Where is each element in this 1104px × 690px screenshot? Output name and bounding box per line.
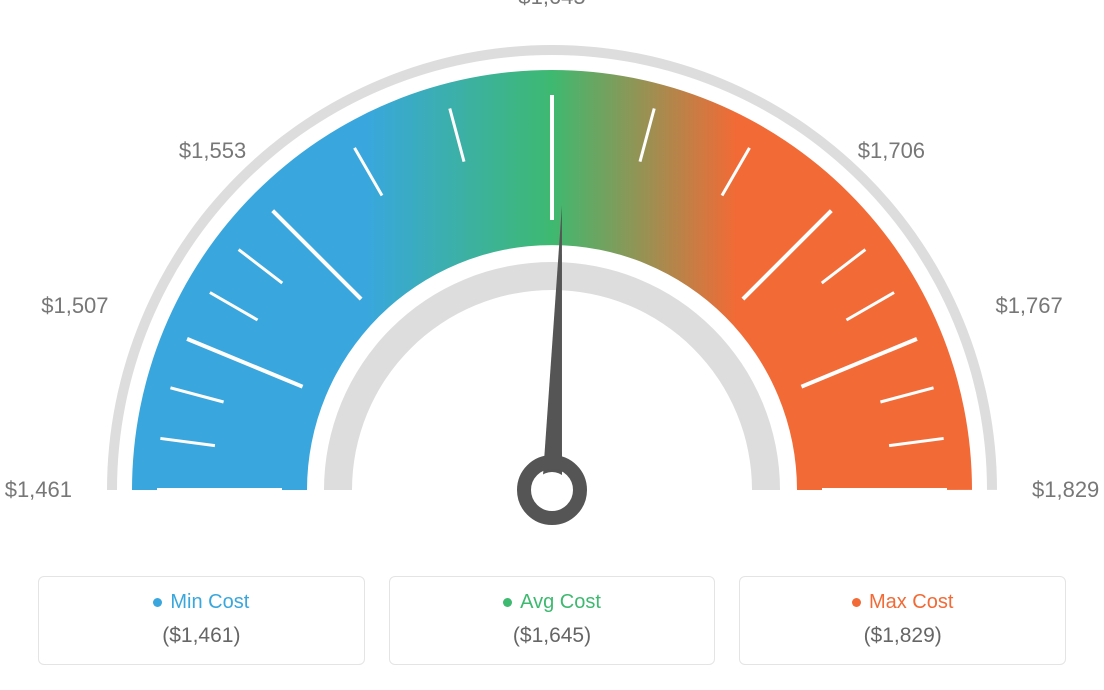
min-cost-value: ($1,461) — [49, 624, 354, 648]
gauge-tick-label: $1,553 — [179, 138, 246, 164]
max-cost-title-text: Max Cost — [869, 591, 953, 613]
max-dot-icon — [852, 598, 861, 607]
max-cost-card: Max Cost ($1,829) — [739, 576, 1066, 665]
max-cost-value: ($1,829) — [750, 624, 1055, 648]
gauge-svg — [0, 0, 1104, 560]
avg-cost-value: ($1,645) — [400, 624, 705, 648]
gauge-tick-label: $1,645 — [518, 0, 585, 10]
avg-cost-title-text: Avg Cost — [520, 591, 601, 613]
gauge: $1,461 $1,507 $1,553 $1,645 $1,706 $1,767 $1,8… — [0, 0, 1104, 560]
min-cost-title: Min Cost — [49, 591, 354, 614]
summary-cards: Min Cost ($1,461) Avg Cost ($1,645) Max … — [38, 576, 1066, 665]
gauge-tick-label: $1,829 — [1032, 477, 1099, 503]
min-cost-title-text: Min Cost — [170, 591, 249, 613]
avg-cost-title: Avg Cost — [400, 591, 705, 614]
gauge-tick-label: $1,767 — [995, 293, 1062, 319]
gauge-tick-label: $1,507 — [41, 293, 108, 319]
avg-cost-card: Avg Cost ($1,645) — [389, 576, 716, 665]
max-cost-title: Max Cost — [750, 591, 1055, 614]
min-dot-icon — [153, 598, 162, 607]
gauge-tick-label: $1,461 — [5, 477, 72, 503]
gauge-tick-label: $1,706 — [858, 138, 925, 164]
gauge-chart-container: $1,461 $1,507 $1,553 $1,645 $1,706 $1,767 $1,8… — [0, 0, 1104, 690]
min-cost-card: Min Cost ($1,461) — [38, 576, 365, 665]
avg-dot-icon — [503, 598, 512, 607]
